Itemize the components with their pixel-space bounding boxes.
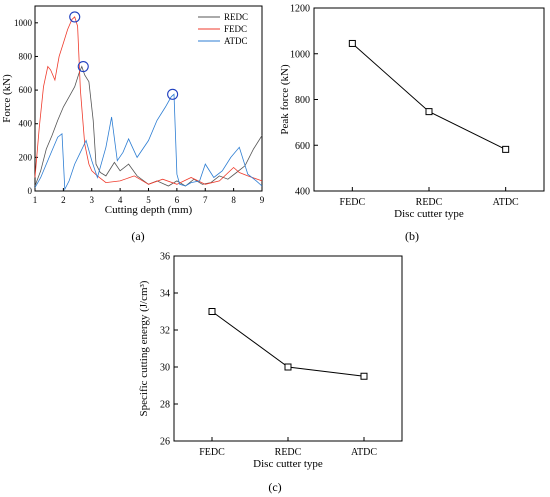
y-tick-label: 800 (19, 51, 33, 61)
x-tick-label: 5 (146, 195, 151, 205)
panel-b-label: (b) (405, 229, 419, 243)
panel-b-plot-frame (313, 7, 545, 192)
panel-b-peak-force: 400 600 800 1000 1200 FEDC REDC ATDC Disc cutter… (279, 4, 545, 220)
y-axis-label: Specific cutting energy (J/cm³) (138, 280, 150, 416)
x-tick-label: 4 (118, 195, 123, 205)
y-tick-label: 34 (160, 289, 170, 300)
panel-a-force-vs-depth: 1 2 3 4 5 6 7 8 9 0 200 400 600 800 1000 Cutting depth … (1, 5, 265, 216)
y-tick-label: 600 (19, 85, 33, 95)
x-tick-label: FEDC (340, 197, 366, 208)
x-tick-label: REDC (275, 447, 302, 458)
y-tick-label: 400 (19, 119, 33, 129)
x-tick-label: REDC (416, 197, 443, 208)
y-tick-label: 200 (19, 152, 33, 162)
x-tick-label: 6 (175, 195, 180, 205)
series-line-fedc (34, 16, 263, 185)
y-tick-label: 0 (28, 186, 33, 196)
x-tick-label: 1 (33, 195, 38, 205)
y-tick-label: 26 (160, 437, 170, 448)
data-point-marker (348, 39, 356, 47)
legend-label: FEDC (224, 24, 247, 34)
x-tick-label: ATDC (493, 197, 519, 208)
y-tick-label: 28 (160, 400, 170, 411)
y-tick-label: 800 (295, 95, 310, 106)
series-line (351, 43, 506, 150)
x-tick-label: 8 (231, 195, 236, 205)
data-point-marker (208, 308, 216, 315)
x-tick-label: FEDC (199, 447, 225, 458)
y-tick-label: 400 (295, 187, 310, 198)
x-tick-label: 2 (61, 195, 66, 205)
x-tick-label: 3 (90, 195, 95, 205)
data-point-marker (425, 108, 433, 116)
peak-circle-marker (77, 60, 89, 73)
data-point-marker (502, 145, 510, 153)
panel-c-plot-frame (173, 255, 403, 442)
y-tick-label: 32 (160, 326, 170, 337)
peak-circle-marker (69, 11, 81, 23)
panel-c-label: (c) (268, 480, 281, 494)
x-tick-label: 7 (203, 195, 208, 205)
panel-a-label: (a) (131, 229, 144, 243)
data-point-marker (284, 363, 292, 371)
x-axis-label: Cutting depth (mm) (105, 204, 193, 216)
y-tick-label: 600 (295, 141, 310, 152)
y-tick-label: 1000 (14, 18, 33, 28)
data-point-marker (360, 372, 368, 380)
y-axis-label: Force (kN) (1, 74, 13, 123)
y-tick-label: 30 (160, 363, 170, 374)
series-line-atdc (34, 93, 263, 191)
panel-c-specific-energy: 26 28 30 32 34 36 FEDC REDC ATDC Disc cutter type… (138, 252, 403, 470)
y-tick-label: 1000 (290, 49, 310, 60)
legend-label: REDC (224, 12, 248, 22)
x-axis-label: Disc cutter type (253, 458, 323, 470)
y-tick-label: 36 (160, 252, 170, 263)
x-axis-label: Disc cutter type (394, 208, 464, 220)
legend-label: ATDC (224, 36, 248, 46)
series-line-redc (34, 65, 263, 187)
y-tick-label: 1200 (290, 4, 310, 15)
peak-circle-marker (167, 88, 179, 100)
x-tick-label: ATDC (351, 447, 377, 458)
y-axis-label: Peak force (kN) (279, 64, 291, 135)
x-tick-label: 9 (260, 195, 265, 205)
